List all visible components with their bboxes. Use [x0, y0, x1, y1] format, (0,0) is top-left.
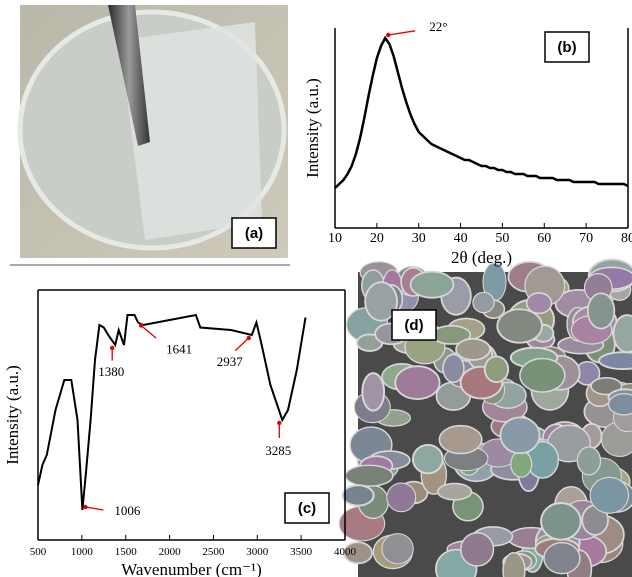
- annotation-arrow: [141, 326, 156, 339]
- sem-grain: [485, 357, 508, 383]
- x-tick-label: 2000: [159, 546, 182, 558]
- sem-grain: [456, 339, 490, 360]
- sem-grain: [500, 417, 539, 453]
- annotation-arrow: [235, 338, 249, 351]
- annotation-arrow: [85, 507, 103, 510]
- x-tick-label: 30: [412, 231, 426, 246]
- x-tick-label: 2500: [202, 546, 225, 558]
- sem-grain: [541, 503, 581, 540]
- sem-grain: [342, 485, 373, 505]
- sem-grain: [413, 445, 443, 473]
- sem-grain: [438, 484, 472, 500]
- x-tick-label: 3500: [290, 546, 313, 558]
- panel-label: (c): [298, 500, 316, 517]
- annotation-label: 2937: [217, 354, 244, 369]
- sem-grain: [609, 394, 632, 415]
- sem-grain: [345, 465, 392, 486]
- figure: (a) (d) 10 20 30 40 50 60 70 80 2θ (deg.) Intensi…: [0, 0, 632, 577]
- sem-grain: [520, 359, 565, 393]
- sem-grain: [411, 272, 454, 298]
- annotation-label: 3285: [265, 443, 291, 458]
- sem-grain: [544, 543, 580, 574]
- panel-label: (d): [404, 317, 423, 334]
- annotation-label: 1380: [98, 364, 124, 379]
- annotation-head: [83, 505, 87, 509]
- sem-grain: [443, 354, 464, 382]
- x-tick-label: 70: [579, 231, 593, 246]
- photo-panel: (a): [20, 5, 288, 258]
- sem-grain: [395, 366, 439, 399]
- annotation-head: [139, 323, 143, 327]
- sem-grain: [511, 451, 532, 477]
- annotation-head: [386, 33, 390, 37]
- annotation-label: 1641: [166, 342, 192, 357]
- panel-label: (a): [245, 225, 263, 242]
- x-tick-label: 3000: [246, 546, 269, 558]
- annotation-label: 22°: [429, 19, 447, 34]
- panel-label: (b): [557, 39, 576, 56]
- sem-grain: [497, 309, 542, 342]
- annotation-head: [277, 421, 281, 425]
- sem-grain: [382, 534, 413, 564]
- sem-grain: [588, 293, 615, 328]
- x-tick-label: 40: [454, 231, 468, 246]
- x-tick-label: 10: [328, 231, 342, 246]
- x-tick-label: 1000: [71, 546, 94, 558]
- x-axis-label: 2θ (deg.): [451, 248, 512, 267]
- sem-grain: [577, 447, 600, 475]
- y-axis-label: Intensity (a.u.): [303, 78, 322, 178]
- x-tick-label: 80: [621, 231, 632, 246]
- sem-panel: [339, 259, 632, 577]
- sem-grain: [614, 315, 632, 352]
- sem-label: (d): [392, 310, 436, 340]
- annotation-label: 1006: [114, 503, 140, 518]
- x-tick-label: 4000: [334, 546, 357, 558]
- annotation-arrow: [388, 31, 415, 35]
- sem-grain: [387, 483, 416, 512]
- x-axis-label: Wavenumber (cm⁻¹): [121, 560, 262, 577]
- sem-grain: [439, 426, 481, 454]
- x-tick-label: 50: [495, 231, 509, 246]
- x-tick-label: 500: [30, 546, 47, 558]
- sem-grain: [362, 373, 384, 411]
- x-tick-label: 20: [370, 231, 384, 246]
- sem-grain: [599, 352, 632, 369]
- x-tick-label: 1500: [115, 546, 138, 558]
- sem-grain: [473, 292, 494, 312]
- annotation-head: [247, 336, 251, 340]
- sem-grain: [461, 533, 494, 566]
- annotation-head: [110, 346, 114, 350]
- x-tick-label: 60: [537, 231, 551, 246]
- y-axis-label: Intensity (a.u.): [3, 365, 22, 465]
- sem-grain: [590, 477, 628, 513]
